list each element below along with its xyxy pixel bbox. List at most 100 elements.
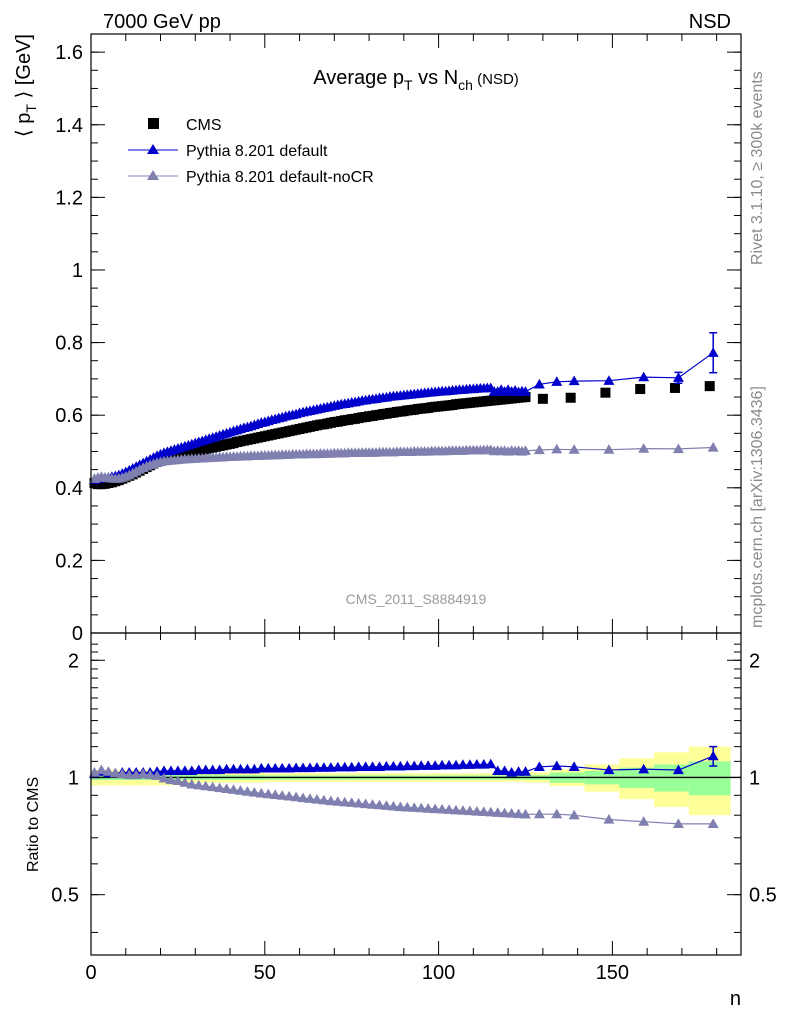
ratio-point-default	[485, 758, 497, 769]
ratio-point-nocr	[551, 808, 563, 819]
y-axis-label: ⟨ pT ⟩ [GeV]	[13, 34, 39, 137]
ratio-point-default	[672, 764, 684, 775]
ratio-point-nocr	[241, 786, 253, 796]
ratio-point-nocr	[492, 807, 504, 817]
ratio-point-nocr	[332, 796, 344, 806]
legend-label-default: Pythia 8.201 default	[186, 143, 328, 160]
ratio-point-default	[513, 766, 525, 776]
plot-title-sub2: ch	[458, 77, 473, 93]
ratio-point-nocr	[353, 797, 365, 808]
ratio-point-default	[443, 759, 455, 770]
main-y-tick-label: 1.2	[55, 187, 83, 209]
ratio-point-nocr	[234, 785, 246, 795]
y-axis-label-open: ⟨ p	[13, 113, 35, 137]
ratio-y-tick-label-right: 1	[749, 767, 760, 789]
data-point-nocr	[603, 444, 615, 454]
ratio-point-nocr	[283, 790, 295, 801]
ratio-point-nocr	[360, 798, 372, 809]
ratio-data-marks	[88, 745, 719, 829]
ratio-point-nocr	[318, 794, 330, 805]
ratio-axis-ticks: 0 50 100 150 0.5 0.5 1 1 2 2	[51, 633, 777, 984]
ratio-point-nocr	[519, 808, 531, 819]
ratio-point-default	[311, 762, 323, 772]
ratio-point-default	[422, 760, 434, 770]
ratio-point-default	[471, 758, 483, 769]
ratio-point-nocr	[179, 777, 191, 787]
ratio-point-default	[499, 765, 511, 775]
main-y-tick-label: 0.6	[55, 405, 83, 427]
ratio-point-default	[367, 761, 379, 771]
plot-title: Average pT vs Nch (NSD)	[313, 67, 519, 93]
ratio-point-nocr	[325, 795, 337, 806]
ratio-point-nocr	[172, 775, 184, 786]
ratio-point-nocr	[290, 791, 302, 802]
ratio-point-default	[533, 761, 545, 771]
ratio-point-nocr	[123, 769, 135, 780]
ratio-point-nocr	[200, 780, 212, 791]
legend-marker-default	[147, 144, 159, 154]
data-point-nocr	[519, 445, 531, 455]
main-y-tick-label: 1	[72, 260, 83, 282]
data-point-default	[568, 375, 580, 386]
ratio-point-nocr	[533, 808, 545, 819]
x-tick-label: 0	[85, 962, 96, 984]
ratio-y-tick-label: 1	[68, 767, 79, 789]
ratio-point-nocr	[401, 801, 413, 812]
data-point-nocr	[533, 444, 545, 455]
ratio-point-nocr	[471, 805, 483, 816]
ratio-point-default	[436, 759, 448, 770]
ratio-panel: 0 50 100 150 0.5 0.5 1 1 2 2	[51, 632, 777, 984]
ratio-point-default	[290, 762, 302, 773]
ratio-plot-frame	[90, 632, 742, 956]
plot-title-mid: vs N	[413, 67, 459, 89]
ratio-point-default	[207, 764, 219, 775]
data-point-default	[551, 376, 563, 386]
ratio-point-default	[158, 765, 170, 775]
data-point-nocr	[551, 443, 563, 454]
data-point-default	[672, 372, 684, 382]
ratio-point-default	[360, 761, 372, 771]
ratio-point-default	[332, 761, 344, 772]
ratio-point-nocr	[464, 805, 476, 816]
ratio-y-tick-label: 0.5	[51, 885, 79, 907]
legend: CMS Pythia 8.201 default Pythia 8.201 de…	[128, 117, 374, 186]
ratio-point-nocr	[228, 784, 240, 794]
ratio-point-default	[401, 760, 413, 771]
data-point-default	[603, 375, 615, 385]
ratio-point-default	[457, 759, 469, 769]
ratio-line-nocr	[94, 769, 714, 825]
ratio-point-nocr	[102, 766, 114, 776]
ratio-point-nocr	[255, 787, 267, 798]
analysis-tag: CMS_2011_S8884919	[346, 591, 487, 607]
data-point-cms	[600, 387, 611, 398]
legend-marker-cms	[148, 118, 159, 129]
ratio-point-nocr	[248, 786, 260, 797]
ratio-point-nocr	[429, 803, 441, 814]
ratio-point-nocr	[276, 790, 288, 800]
ratio-point-nocr	[436, 803, 448, 814]
ratio-point-nocr	[339, 796, 351, 807]
ratio-point-nocr	[367, 799, 379, 809]
main-y-tick-label: 1.6	[55, 42, 83, 64]
ratio-uncertainty-bands	[91, 746, 741, 816]
ratio-point-default	[179, 765, 191, 775]
data-point-cms	[635, 384, 646, 395]
ratio-point-default	[200, 764, 212, 775]
legend-marker-nocr	[147, 170, 159, 180]
ratio-point-nocr	[109, 767, 121, 778]
ratio-point-default	[234, 763, 246, 774]
main-y-tick-label: 0.4	[55, 478, 83, 500]
ratio-point-nocr	[297, 792, 309, 803]
ratio-point-default	[318, 762, 330, 772]
ratio-point-nocr	[207, 781, 219, 792]
ratio-point-nocr	[116, 768, 128, 779]
data-point-nocr	[638, 443, 650, 453]
x-tick-label: 150	[596, 962, 629, 984]
ratio-point-default	[269, 762, 281, 773]
ratio-point-default	[241, 763, 253, 774]
ratio-point-nocr	[513, 808, 525, 819]
ratio-point-default	[193, 764, 205, 775]
ratio-point-default	[380, 760, 392, 771]
legend-label-cms: CMS	[186, 117, 222, 134]
ratio-point-default	[415, 760, 427, 770]
